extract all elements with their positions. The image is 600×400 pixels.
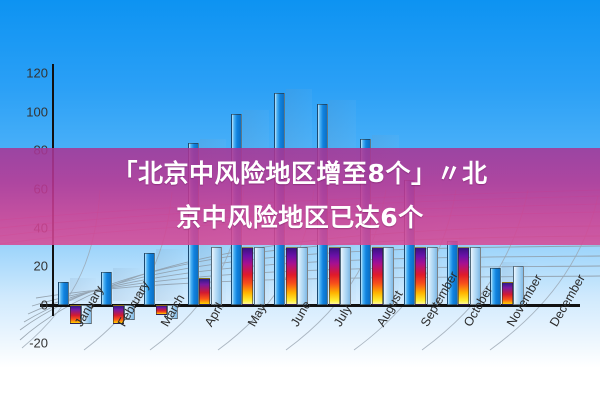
bar [285, 247, 297, 305]
bar [101, 272, 113, 305]
bar [58, 281, 69, 305]
headline-text: 「北京中风险地区增至8个」〃北 京中风险地区已达6个 [0, 152, 600, 240]
bar [124, 305, 136, 321]
bar [242, 247, 254, 305]
bar [501, 281, 513, 305]
x-tick-label: October [460, 283, 496, 329]
headline-banner [0, 148, 600, 245]
bar-shadow [70, 277, 97, 301]
y-tick-label: 100 [26, 104, 48, 120]
bar [81, 305, 92, 325]
x-tick-label: February [115, 278, 153, 329]
bar [297, 247, 308, 305]
bar [253, 247, 265, 305]
x-tick-label: March [158, 291, 188, 329]
x-axis-zero-line [40, 304, 580, 307]
bar [490, 268, 501, 305]
bar [210, 247, 222, 305]
bar [371, 247, 383, 305]
headline-line-1: 「北京中风险地区增至8个」〃北 [112, 159, 488, 188]
bar [458, 247, 470, 305]
x-tick-label: November [504, 272, 545, 329]
y-tick-label: 0 [40, 297, 48, 313]
x-tick-label: September [417, 269, 461, 329]
x-tick-label: May [244, 301, 269, 329]
bar [144, 252, 156, 305]
bar [199, 277, 211, 305]
bar [426, 247, 438, 305]
x-tick-label: August [374, 288, 406, 329]
x-tick-label: December [547, 272, 589, 329]
bar [328, 247, 340, 305]
bar [155, 305, 167, 315]
bar [69, 305, 81, 325]
bar [513, 266, 524, 305]
headline-line-2: 京中风险地区已达6个 [176, 203, 424, 232]
bar [415, 247, 427, 305]
x-tick-label: April [201, 300, 227, 329]
x-tick-label: January [72, 283, 107, 329]
y-tick-label: -20 [29, 335, 48, 351]
bar-shadow [113, 268, 140, 301]
bar [340, 247, 352, 305]
x-tick-label: July [331, 302, 355, 329]
bar [383, 247, 395, 305]
bar [112, 305, 124, 325]
bar [167, 305, 179, 319]
y-tick-label: 120 [26, 65, 48, 81]
x-tick-label: June [288, 298, 314, 329]
y-tick-label: 20 [33, 258, 48, 274]
bar-shadow [156, 248, 183, 301]
y-tick-mark [48, 304, 58, 306]
bar [469, 247, 481, 305]
